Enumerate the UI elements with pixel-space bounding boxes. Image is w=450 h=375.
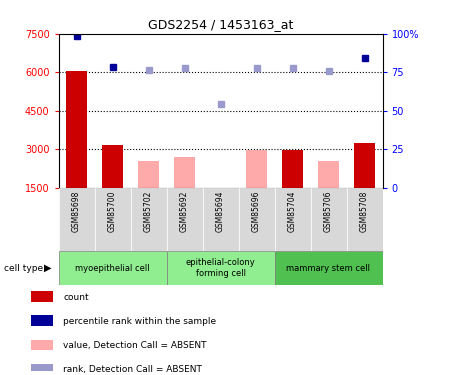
Bar — [238, 188, 274, 251]
Bar — [94, 188, 130, 251]
Bar — [31, 315, 53, 326]
Bar — [202, 188, 238, 251]
Text: cell type: cell type — [4, 264, 44, 273]
Bar — [210, 188, 231, 216]
Text: GSM85708: GSM85708 — [360, 190, 369, 232]
Bar — [31, 340, 53, 350]
Text: GSM85694: GSM85694 — [216, 190, 225, 232]
Text: GSM85702: GSM85702 — [144, 190, 153, 232]
Bar — [166, 188, 202, 251]
Text: value, Detection Call = ABSENT: value, Detection Call = ABSENT — [63, 341, 207, 350]
Text: GSM85692: GSM85692 — [180, 190, 189, 232]
Bar — [274, 251, 382, 285]
Bar — [31, 291, 53, 302]
Text: percentile rank within the sample: percentile rank within the sample — [63, 317, 216, 326]
Text: GSM85696: GSM85696 — [252, 190, 261, 232]
Bar — [274, 188, 310, 251]
Bar — [318, 160, 339, 188]
Bar — [102, 145, 123, 188]
Text: epithelial-colony
forming cell: epithelial-colony forming cell — [185, 258, 256, 278]
Bar — [138, 160, 159, 188]
Text: GSM85706: GSM85706 — [324, 190, 333, 232]
Bar — [246, 150, 267, 188]
Bar — [346, 188, 382, 251]
Text: GSM85698: GSM85698 — [72, 190, 81, 232]
Bar — [166, 251, 274, 285]
Text: GSM85700: GSM85700 — [108, 190, 117, 232]
Bar — [31, 364, 53, 375]
Bar — [58, 251, 166, 285]
Bar — [282, 150, 303, 188]
Bar — [66, 71, 87, 188]
Text: count: count — [63, 292, 89, 302]
Bar — [354, 142, 375, 188]
Bar — [174, 157, 195, 188]
Text: mammary stem cell: mammary stem cell — [287, 264, 370, 273]
Title: GDS2254 / 1453163_at: GDS2254 / 1453163_at — [148, 18, 293, 31]
Bar — [310, 188, 346, 251]
Bar — [58, 188, 94, 251]
Text: rank, Detection Call = ABSENT: rank, Detection Call = ABSENT — [63, 365, 202, 374]
Bar — [130, 188, 166, 251]
Text: GSM85704: GSM85704 — [288, 190, 297, 232]
Text: myoepithelial cell: myoepithelial cell — [75, 264, 150, 273]
Text: ▶: ▶ — [44, 263, 51, 273]
